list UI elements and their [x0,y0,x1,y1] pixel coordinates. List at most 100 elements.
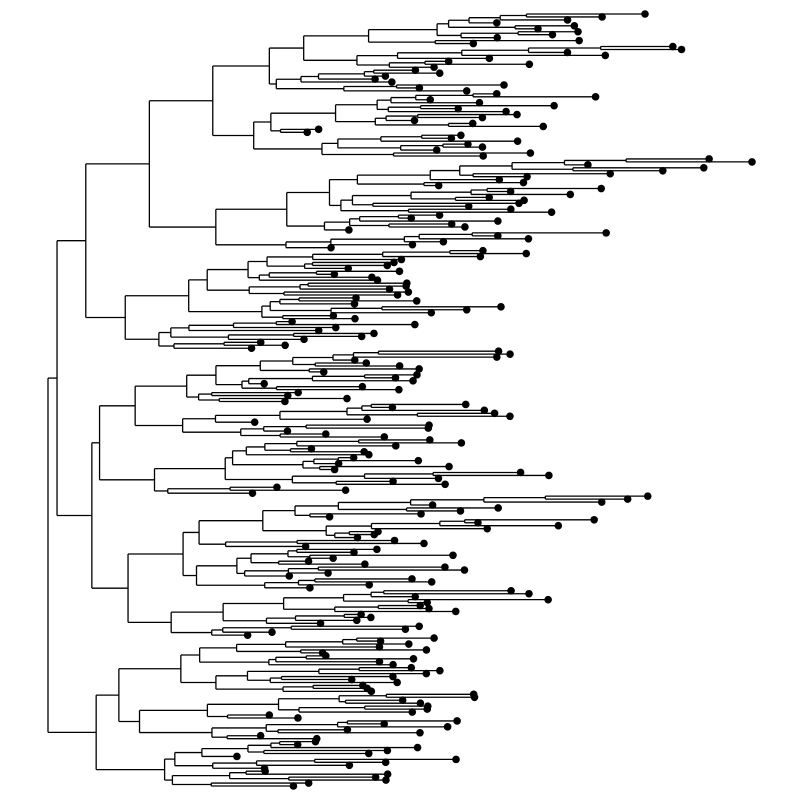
leaf-tip [383,770,392,778]
leaf-tip [329,311,338,320]
leaf-tip [436,666,444,675]
leaf-tip [389,672,397,681]
leaf-tip [383,746,392,755]
leaf-tip [430,63,438,72]
leaf-tip [474,518,482,527]
leaf-tip [393,291,402,299]
leaf-tip [515,199,523,208]
leaf-tip [525,60,534,69]
leaf-tip [248,489,257,497]
leaf-tip [416,728,424,737]
leaf-tip [343,394,351,403]
leaf-tip [243,631,252,639]
leaf-tip [347,675,356,684]
leaf-tip [423,705,432,713]
leaf-tip [371,75,379,83]
leaf-tip [522,249,531,258]
leaf-tip [447,134,456,143]
leaf-tip [516,468,525,477]
leaf-tip [457,131,465,140]
leaf-tip [461,400,470,409]
leaf-tip [357,332,366,341]
leaf-tip [307,445,316,453]
leaf-tip [397,255,406,264]
leaf-tip [469,39,478,48]
leaf-tip [350,300,359,308]
leaf-tip [485,193,494,202]
leaf-tip [385,285,394,293]
leaf-tip [439,237,448,246]
leaf-tip [574,27,582,36]
leaf-tip [395,267,404,276]
leaf-tip [407,663,416,672]
leaf-tip [303,128,312,137]
leaf-tip [495,175,504,184]
leaf-tip [380,720,388,728]
leaf-tip [550,101,558,110]
leaf-tip [575,36,583,45]
leaf-tip [411,66,420,74]
leaf-tip [330,465,339,474]
leaf-tip [373,545,381,554]
leaf-tip [566,190,575,199]
leaf-tip [464,140,472,148]
leaf-tip [395,362,404,370]
leaf-tip [428,501,437,509]
leaf-tip [367,613,375,622]
leaf-tip [590,515,598,524]
leaf-tip [261,767,269,776]
leaf-tip [416,699,425,707]
leaf-tip [365,450,373,459]
leaf-tip [408,708,417,716]
leaf-tip [352,616,361,625]
leaf-tip [327,243,335,252]
leaf-tip [748,158,756,166]
leaf-tip [388,78,396,86]
leaf-tip [281,341,289,350]
leaf-tip [519,178,528,187]
leaf-tip [401,625,410,634]
leaf-tip [329,554,337,563]
leaf-tip [500,81,508,89]
leaf-tip [658,166,667,175]
leaf-tip [381,72,390,80]
leaf-tip [453,717,461,725]
leaf-tip [415,622,423,631]
leaf-tip [300,335,308,344]
leaf-tip [415,84,424,92]
leaf-tip [478,143,487,151]
leaf-tip [523,172,531,181]
leaf-tip [393,678,401,687]
leaf-tip [273,483,281,492]
leaf-tip [268,628,276,636]
leaf-tip [434,474,443,483]
leaf-tip [410,116,419,125]
leaf-tip [598,13,606,21]
leaf-tip [430,634,438,642]
leaf-tip [350,356,359,364]
leaf-tip [260,379,268,388]
leaf-tip [402,282,410,290]
leaf-tip [643,492,652,500]
leaf-tip [285,572,294,580]
leaf-tip [383,261,392,270]
leaf-tip [281,397,289,406]
leaf-tip [507,205,515,214]
leaf-tip [641,10,649,18]
leaf-tip [502,107,510,116]
leaf-tip [316,619,325,628]
leaf-tip [492,90,501,98]
leaf-tip [294,714,302,722]
leaf-tip [358,382,367,391]
leaf-tip [412,297,421,305]
leaf-tip [380,433,389,441]
leaf-tip [283,391,292,400]
leaf-tip [669,42,677,51]
leaf-tip [457,439,466,447]
leaf-tip [460,566,469,574]
leaf-tip [391,374,400,382]
leaf-tip [497,303,505,311]
leaf-tip [449,551,457,560]
